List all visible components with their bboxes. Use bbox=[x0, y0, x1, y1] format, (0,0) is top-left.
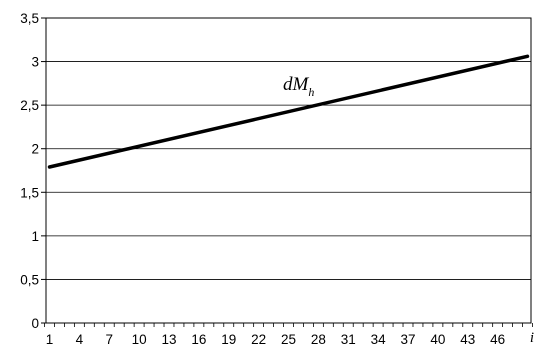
y-tick-label: 0,5 bbox=[20, 272, 39, 287]
x-tick-label: 28 bbox=[311, 332, 326, 347]
y-tick-label: 3,5 bbox=[20, 11, 39, 26]
series-label-subscript: h bbox=[308, 85, 314, 99]
y-axis-ticks: 0 0,5 1 1,5 2 2,5 3 3,5 bbox=[20, 11, 46, 331]
x-tick-label: 25 bbox=[281, 332, 296, 347]
x-axis-label: i bbox=[530, 330, 534, 346]
x-tick-label: 31 bbox=[341, 332, 356, 347]
y-tick-label: 2,5 bbox=[20, 98, 39, 113]
x-tick-label: 1 bbox=[46, 332, 54, 347]
x-tick-label: 40 bbox=[430, 332, 445, 347]
y-tick-label: 1,5 bbox=[20, 185, 39, 200]
x-tick-label: 46 bbox=[490, 332, 505, 347]
plot-area bbox=[45, 17, 532, 324]
y-tick-label: 3 bbox=[31, 55, 39, 70]
x-tick-label: 4 bbox=[76, 332, 84, 347]
series-group: dMh bbox=[47, 54, 530, 169]
series-line bbox=[47, 54, 530, 169]
x-tick-label: 7 bbox=[105, 332, 113, 347]
x-tick-label: 13 bbox=[161, 332, 176, 347]
x-tick-label: 43 bbox=[460, 332, 475, 347]
x-tick-label: 34 bbox=[371, 332, 387, 347]
y-tick-label: 2 bbox=[31, 142, 39, 157]
y-tick-label: 0 bbox=[31, 316, 39, 331]
x-tick-label: 37 bbox=[400, 332, 415, 347]
y-tick-label: 1 bbox=[31, 229, 39, 244]
x-tick-label: 19 bbox=[221, 332, 236, 347]
x-axis-ticks: 1 4 7 10 13 16 19 22 25 28 31 34 37 40 43 46 bbox=[44, 323, 533, 347]
x-tick-label: 22 bbox=[251, 332, 266, 347]
x-tick-label: 10 bbox=[132, 332, 147, 347]
x-tick-label: 16 bbox=[191, 332, 206, 347]
